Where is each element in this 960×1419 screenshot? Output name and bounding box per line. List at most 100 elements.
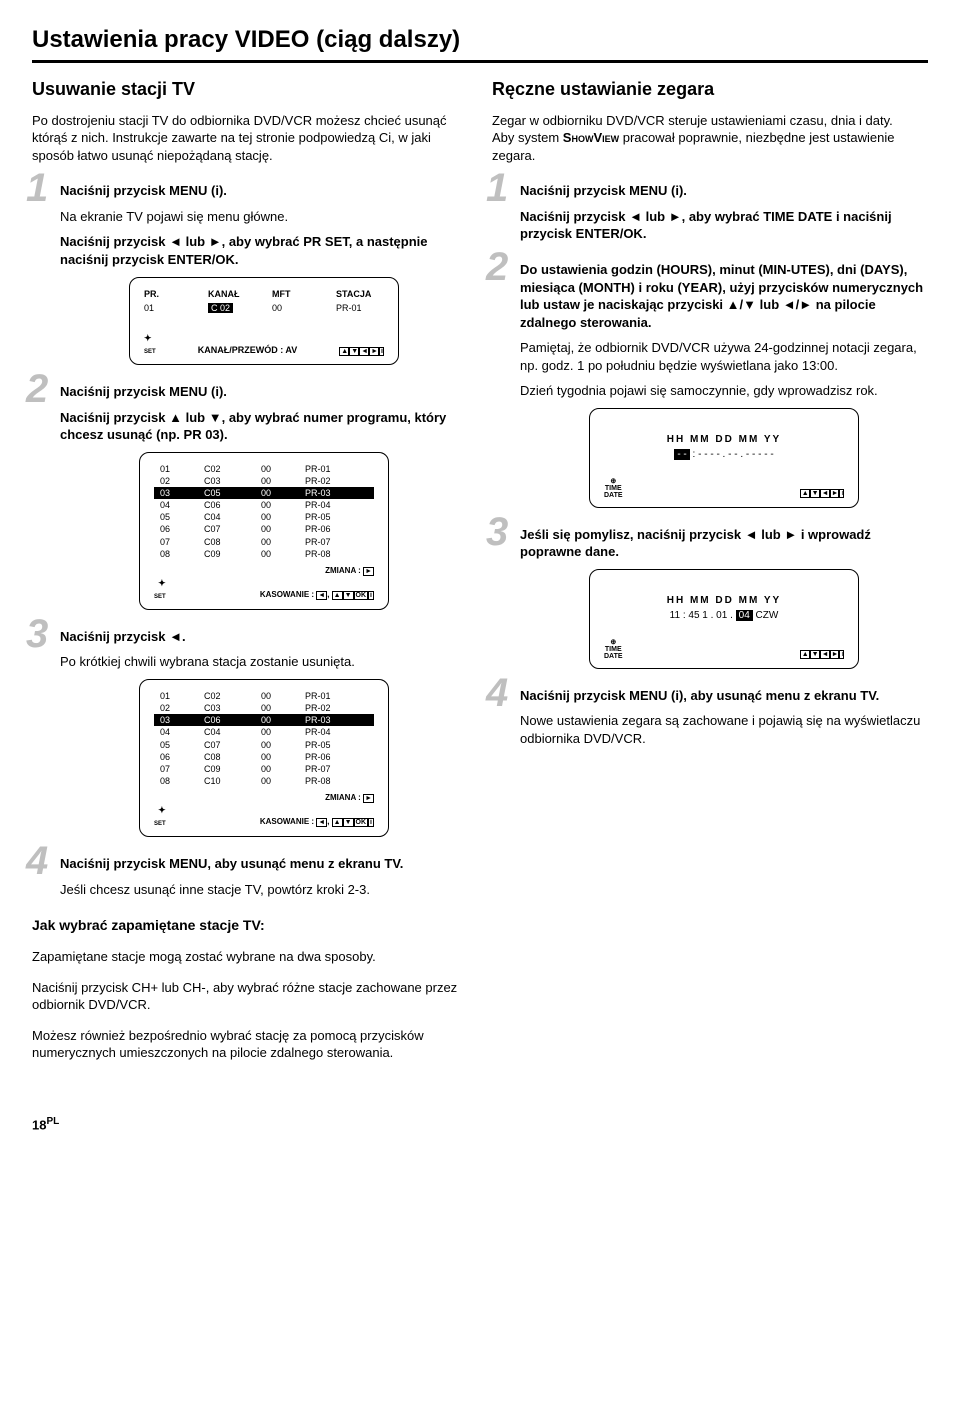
text: Zegar w odbiorniku DVD/VCR steruje ustaw…	[492, 113, 893, 128]
step-number-icon: 3	[26, 614, 46, 654]
right-intro: Zegar w odbiorniku DVD/VCR steruje ustaw…	[492, 112, 928, 165]
table-cell: 00	[255, 775, 299, 787]
table-cell: PR-07	[299, 536, 374, 548]
set-icon: ✦SET	[144, 332, 156, 356]
right-arrow-icon: ►	[784, 527, 797, 542]
page-num-suffix: PL	[46, 1116, 59, 1127]
osd-time-1: HH MM DD MM YY - - : - - - - . - - . - -…	[589, 408, 859, 508]
table-cell: PR-04	[299, 726, 374, 738]
right-arrow-icon: ►	[799, 297, 812, 312]
osd-time-2: HH MM DD MM YY 11 : 45 1 . 01 . 04 CZW ⊕…	[589, 569, 859, 669]
table-row: 01C0200PR-01	[154, 690, 374, 702]
time-date-icon: ⊕TIMEDATE	[604, 639, 623, 660]
table-row: 03C0600PR-03	[154, 714, 374, 726]
table-cell: 00	[255, 511, 299, 523]
up-arrow-icon: ▲	[727, 297, 740, 312]
right-heading: Ręczne ustawianie zegara	[492, 77, 928, 101]
table-row: 03C0500PR-03	[154, 487, 374, 499]
table-cell: 06	[154, 523, 198, 535]
osd-table: 01C0200PR-0102C0300PR-0203C0600PR-0304C0…	[154, 690, 374, 787]
table-cell: C04	[198, 511, 255, 523]
table-row: 08C1000PR-08	[154, 775, 374, 787]
table-cell: 07	[154, 763, 198, 775]
right-arrow-icon: ►	[209, 234, 222, 249]
set-icon: ✦SET	[154, 577, 166, 601]
table-cell: C07	[198, 739, 255, 751]
text: Naciśnij przycisk	[60, 410, 169, 425]
time-date-icon: ⊕TIMEDATE	[604, 478, 623, 499]
text: 11 : 45 1 . 01 .	[670, 610, 736, 621]
right-step4-line2: Nowe ustawienia zegara są zachowane i po…	[520, 712, 928, 747]
table-cell: 03	[154, 487, 198, 499]
left-column: Usuwanie stacji TV Po dostrojeniu stacji…	[32, 77, 468, 1075]
right-column: Ręczne ustawianie zegara Zegar w odbiorn…	[492, 77, 928, 1075]
left-sub-p1: Zapamiętane stacje mogą zostać wybrane n…	[32, 948, 468, 966]
table-cell: C08	[198, 536, 255, 548]
osd-hdr: KANAŁ	[208, 288, 256, 300]
step-number-icon: 2	[486, 247, 506, 287]
table-cell: 04	[154, 726, 198, 738]
nav-icons: ▲▼◄►i	[800, 649, 844, 660]
table-cell: C10	[198, 775, 255, 787]
text: .	[182, 629, 186, 644]
table-cell: 00	[255, 463, 299, 475]
table-cell: PR-06	[299, 751, 374, 763]
table-row: 07C0900PR-07	[154, 763, 374, 775]
step-number-icon: 1	[26, 168, 46, 208]
right-step-1: 1 Naciśnij przycisk MENU (i). Naciśnij p…	[492, 182, 928, 243]
down-arrow-icon: ▼	[209, 410, 222, 425]
step-number-icon: 3	[486, 512, 506, 552]
left-step4-line1: Naciśnij przycisk MENU, aby usunąć menu …	[60, 855, 468, 873]
text: CZW	[753, 610, 779, 621]
left-arrow-icon: ◄	[169, 234, 182, 249]
table-cell: C05	[198, 487, 255, 499]
left-sub-p3: Możesz również bezpośrednio wybrać stacj…	[32, 1027, 468, 1062]
left-arrow-icon: ◄	[169, 629, 182, 644]
table-row: 05C0400PR-05	[154, 511, 374, 523]
table-row: 07C0800PR-07	[154, 536, 374, 548]
table-cell: 00	[255, 536, 299, 548]
table-cell: 00	[255, 487, 299, 499]
time-data: 11 : 45 1 . 01 . 04 CZW	[604, 609, 844, 623]
osd-screen-1: PR. KANAŁ MFT STACJA 01 C 02 00 PR-01 ✦S…	[129, 277, 399, 366]
table-cell: 08	[154, 548, 198, 560]
table-cell: C09	[198, 763, 255, 775]
table-cell: 00	[255, 548, 299, 560]
set-icon: ✦SET	[154, 804, 166, 828]
osd-hdr: PR.	[144, 288, 192, 300]
step-number-icon: 4	[486, 673, 506, 713]
table-row: 08C0900PR-08	[154, 548, 374, 560]
left-step1-line2: Na ekranie TV pojawi się menu główne.	[60, 208, 468, 226]
table-cell: PR-06	[299, 523, 374, 535]
table-cell: PR-05	[299, 511, 374, 523]
left-step1-line3: Naciśnij przycisk ◄ lub ►, aby wybrać PR…	[60, 233, 468, 268]
table-cell: 02	[154, 702, 198, 714]
right-step3-line1: Jeśli się pomylisz, naciśnij przycisk ◄ …	[520, 526, 928, 561]
table-cell: 00	[255, 739, 299, 751]
right-step2-line1: Do ustawienia godzin (HOURS), minut (MIN…	[520, 261, 928, 331]
left-step3-line2: Po krótkiej chwili wybrana stacja zostan…	[60, 653, 468, 671]
left-step2-line1: Naciśnij przycisk MENU (i).	[60, 383, 468, 401]
legend-text: KASOWANIE :	[260, 817, 314, 826]
legend-text: ZMIANA :	[325, 793, 361, 802]
showview-text: ShowView	[563, 130, 619, 145]
time-cursor: 04	[736, 610, 753, 621]
page-num-value: 18	[32, 1117, 46, 1132]
text: Aby system	[492, 130, 563, 145]
table-cell: C03	[198, 475, 255, 487]
left-step4-line2: Jeśli chcesz usunąć inne stacje TV, powt…	[60, 881, 468, 899]
table-cell: PR-07	[299, 763, 374, 775]
table-cell: 06	[154, 751, 198, 763]
right-step1-line2: Naciśnij przycisk ◄ lub ►, aby wybrać TI…	[520, 208, 928, 243]
text: lub	[758, 527, 785, 542]
osd-cell: 01	[144, 302, 192, 314]
osd-cell: 00	[272, 302, 320, 314]
osd-hdr: STACJA	[336, 288, 384, 300]
table-cell: PR-01	[299, 690, 374, 702]
table-cell: 00	[255, 690, 299, 702]
table-cell: PR-03	[299, 487, 374, 499]
table-cell: PR-04	[299, 499, 374, 511]
columns-container: Usuwanie stacji TV Po dostrojeniu stacji…	[32, 77, 928, 1075]
table-cell: C02	[198, 463, 255, 475]
right-step-2: 2 Do ustawienia godzin (HOURS), minut (M…	[492, 261, 928, 508]
